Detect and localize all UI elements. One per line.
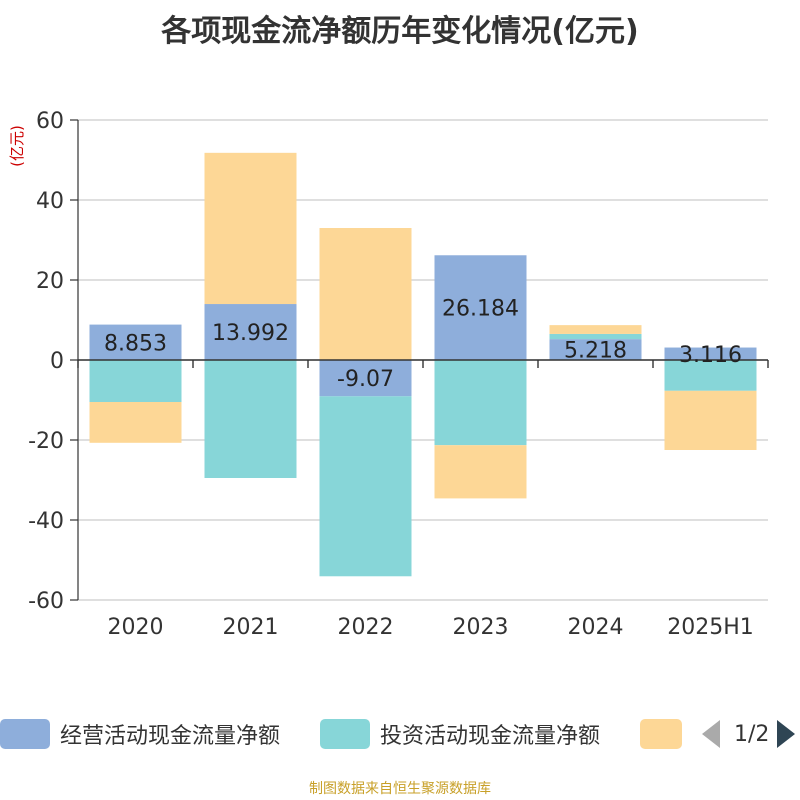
bar-series2-2024 — [549, 325, 642, 334]
bar-series1-2022 — [319, 396, 412, 577]
bar-series0-2021 — [204, 304, 297, 360]
bar-series0-2024 — [549, 339, 642, 360]
x-tick-label-2023: 2023 — [453, 615, 509, 640]
data-label-2022: -9.07 — [337, 367, 394, 392]
y-tick-label: 40 — [36, 189, 64, 214]
bar-series1-2024 — [549, 333, 642, 340]
bar-series0-2020 — [89, 324, 182, 360]
x-tick-label-2024: 2024 — [568, 615, 624, 640]
pager-prev-icon[interactable] — [702, 720, 720, 748]
legend-swatch-operating — [0, 719, 50, 749]
bar-series1-2025H1 — [664, 360, 757, 391]
data-label-2025H1: 3.116 — [679, 343, 742, 368]
bar-series0-2022 — [319, 360, 412, 397]
bar-series2-2020 — [89, 402, 182, 443]
x-tick-label-2020: 2020 — [108, 615, 164, 640]
y-tick-label: 0 — [50, 349, 64, 374]
chart-title: 各项现金流净额历年变化情况(亿元) — [161, 14, 639, 49]
x-tick-label-2025H1: 2025H1 — [667, 615, 754, 640]
bar-series1-2023 — [434, 360, 527, 446]
y-axis-label: (亿元) — [8, 125, 26, 167]
bar-series2-2025H1 — [664, 390, 757, 450]
bar-series1-2021 — [204, 360, 297, 478]
pager-indicator: 1/2 — [734, 721, 770, 747]
legend-swatch-third — [640, 719, 682, 749]
data-label-2024: 5.218 — [564, 339, 627, 364]
bar-series1-2020 — [89, 360, 182, 402]
y-tick-label: -40 — [28, 509, 64, 534]
legend-item-investing[interactable]: 投资活动现金流量净额 — [320, 718, 600, 750]
data-label-2023: 26.184 — [442, 297, 519, 322]
legend-label-investing: 投资活动现金流量净额 — [380, 724, 601, 749]
bar-series0-2023 — [434, 255, 527, 360]
data-label-2020: 8.853 — [104, 331, 167, 356]
y-tick-label: 20 — [36, 269, 64, 294]
legend-item-third[interactable] — [640, 718, 682, 750]
x-tick-label-2022: 2022 — [338, 615, 394, 640]
y-tick-label: 60 — [36, 109, 64, 134]
bar-series2-2023 — [434, 445, 527, 499]
y-tick-label: -60 — [28, 589, 64, 614]
legend-swatch-investing — [320, 719, 370, 749]
bar-series0-2025H1 — [664, 347, 757, 360]
legend-item-operating[interactable]: 经营活动现金流量净额 — [0, 718, 280, 750]
pager-next-icon[interactable] — [777, 720, 796, 748]
bar-series2-2022 — [319, 228, 412, 360]
legend-label-operating: 经营活动现金流量净额 — [60, 724, 281, 749]
x-tick-label-2021: 2021 — [223, 615, 279, 640]
chart-plot: 60 40 20 0 -20 -40 -60 (亿元) 2020 2021 2022 2023 2024… — [8, 109, 769, 640]
legend-pager: 1/2 — [700, 718, 800, 750]
y-tick-label: -20 — [28, 429, 64, 454]
source-note: 制图数据来自恒生聚源数据库 — [309, 781, 491, 797]
bar-series2-2021 — [204, 152, 297, 305]
data-label-2021: 13.992 — [212, 321, 289, 346]
